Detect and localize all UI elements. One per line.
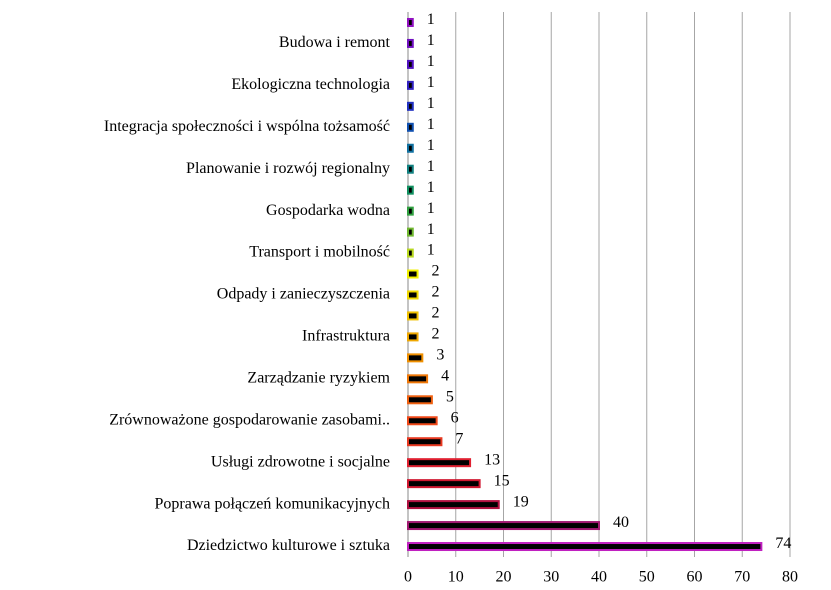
x-tick-label: 30	[543, 569, 559, 586]
bar	[407, 458, 472, 468]
value-label: 1	[427, 53, 435, 70]
bar	[407, 17, 414, 27]
value-label: 1	[427, 116, 435, 133]
bar	[407, 227, 414, 237]
y-tick-label: Integracja społeczności i wspólna tożsam…	[104, 118, 390, 135]
bar	[407, 311, 419, 321]
x-tick-label: 20	[496, 569, 512, 586]
value-label: 3	[436, 347, 444, 364]
bar	[407, 479, 481, 489]
value-label: 1	[427, 158, 435, 175]
bar	[407, 521, 600, 531]
value-label: 7	[455, 430, 463, 447]
x-tick-label: 40	[591, 569, 607, 586]
x-tick-label: 50	[639, 569, 655, 586]
value-label: 40	[613, 514, 629, 531]
x-tick-label: 60	[687, 569, 703, 586]
bar	[407, 59, 414, 69]
bar	[407, 416, 438, 426]
y-tick-label: Zrównoważone gospodarowanie zasobami..	[109, 411, 390, 428]
value-label: 1	[427, 95, 435, 112]
y-tick-label: Gospodarka wodna	[266, 202, 390, 219]
y-tick-label: Budowa i remont	[279, 34, 391, 51]
bar	[407, 80, 414, 90]
y-tick-label: Odpady i zanieczyszczenia	[217, 286, 390, 303]
bar	[407, 122, 414, 132]
value-label: 2	[432, 263, 440, 280]
bar	[407, 500, 500, 510]
value-label: 13	[484, 451, 500, 468]
x-tick-label: 0	[404, 569, 412, 586]
bar	[407, 437, 443, 447]
value-label: 2	[432, 326, 440, 343]
bar	[407, 542, 763, 552]
value-label: 1	[427, 221, 435, 238]
bar	[407, 101, 414, 111]
x-tick-label: 70	[734, 569, 750, 586]
y-tick-label: Planowanie i rozwój regionalny	[186, 160, 390, 177]
value-label: 74	[775, 535, 791, 552]
y-tick-label: Ekologiczna technologia	[231, 76, 390, 93]
bar	[407, 269, 419, 279]
value-label: 5	[446, 388, 454, 405]
bar	[407, 395, 433, 405]
y-tick-label: Infrastruktura	[302, 328, 390, 345]
bar	[407, 143, 414, 153]
y-tick-label: Dziedzictwo kulturowe i sztuka	[187, 537, 390, 554]
bar	[407, 290, 419, 300]
value-label: 2	[432, 284, 440, 301]
value-label: 15	[494, 472, 510, 489]
y-tick-label: Zarządzanie ryzykiem	[247, 369, 390, 386]
x-tick-label: 10	[448, 569, 464, 586]
value-label: 19	[513, 493, 529, 510]
y-tick-label: Transport i mobilność	[249, 244, 390, 261]
value-label: 1	[427, 242, 435, 259]
bar	[407, 185, 414, 195]
value-label: 1	[427, 74, 435, 91]
value-label: 2	[432, 305, 440, 322]
value-label: 1	[427, 11, 435, 28]
x-tick-label: 80	[782, 569, 798, 586]
bar	[407, 374, 429, 384]
value-label: 1	[427, 200, 435, 217]
value-label: 1	[427, 179, 435, 196]
bar	[407, 353, 424, 363]
bar	[407, 164, 414, 174]
y-tick-label: Poprawa połączeń komunikacyjnych	[155, 495, 390, 512]
value-label: 1	[427, 137, 435, 154]
y-tick-label: Usługi zdrowotne i socjalne	[211, 453, 390, 470]
bar	[407, 248, 414, 258]
value-label: 4	[441, 367, 449, 384]
value-label: 1	[427, 32, 435, 49]
bar	[407, 38, 414, 48]
value-label: 6	[451, 409, 459, 426]
bar	[407, 206, 414, 216]
bar	[407, 332, 419, 342]
